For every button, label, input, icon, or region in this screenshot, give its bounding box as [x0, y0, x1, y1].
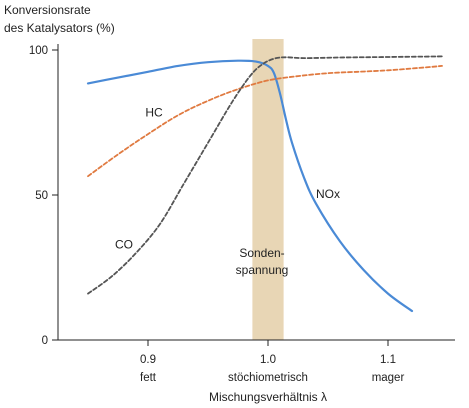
x-tick-sublabel: fett [140, 372, 157, 384]
x-tick-label: 1.0 [260, 354, 276, 366]
series-line-co [87, 55, 443, 295]
band-label-line-1: Sonden- [239, 246, 284, 260]
x-tick-label: 0.9 [140, 354, 156, 366]
sensor-voltage-band [252, 39, 284, 340]
x-tick-label: 1.1 [380, 354, 396, 366]
curve-label-hc: HC [145, 106, 163, 120]
curve-label-nox: NOx [316, 187, 340, 201]
curve-label-co: CO [115, 238, 133, 252]
series-line-nox [86, 59, 414, 313]
band-label-line-2: spannung [236, 263, 289, 277]
y-tick-label: 0 [42, 335, 48, 347]
y-axis-title-line-2: des Katalysators (%) [4, 21, 115, 35]
y-tick-label: 50 [35, 190, 48, 202]
x-axis-title: Mischungsverhältnis λ [209, 390, 327, 404]
series-line-hc [87, 65, 443, 178]
x-tick-sublabel: mager [372, 372, 405, 384]
x-tick-sublabel: stöchiometrisch [228, 372, 308, 384]
y-axis-title-line-1: Konversionsrate [4, 3, 91, 17]
y-tick-label: 100 [29, 45, 48, 57]
